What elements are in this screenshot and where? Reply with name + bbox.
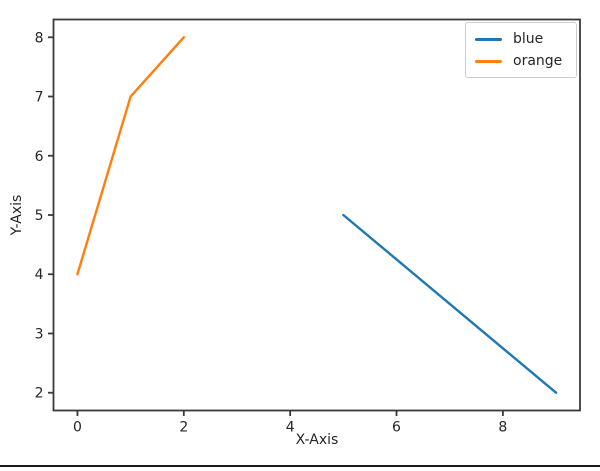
axes-spines <box>52 18 581 412</box>
x-tick-label: 2 <box>179 420 188 436</box>
y-tick-label: 8 <box>35 30 44 46</box>
legend-label-blue: blue <box>513 31 544 47</box>
x-axis-label: X-Axis <box>295 432 339 448</box>
x-tick-label: 8 <box>498 420 507 436</box>
y-tick-label: 5 <box>35 208 44 224</box>
bottom-divider <box>0 465 600 467</box>
series-line-orange <box>76 36 185 276</box>
y-axis-label: Y-Axis <box>9 194 25 236</box>
y-tick-label: 6 <box>35 149 44 165</box>
legend-label-orange: orange <box>513 53 563 69</box>
x-tick-label: 6 <box>392 420 401 436</box>
line-chart-canvas: 0 2 4 6 8 2 3 4 5 6 7 8 <box>35 18 581 436</box>
x-tick-label: 0 <box>73 420 82 436</box>
legend-item-blue: blue <box>475 28 567 50</box>
legend-swatch-blue-icon <box>475 37 502 41</box>
y-tick-label: 7 <box>35 90 44 106</box>
legend: blue orange <box>465 22 577 78</box>
y-tick-label: 2 <box>35 386 44 402</box>
legend-item-orange: orange <box>475 50 567 72</box>
x-tick-label: 4 <box>286 420 295 436</box>
y-tick-label: 4 <box>35 267 44 283</box>
legend-swatch-orange-icon <box>475 59 502 63</box>
series-line-blue <box>342 213 558 394</box>
y-tick-label: 3 <box>35 326 44 342</box>
